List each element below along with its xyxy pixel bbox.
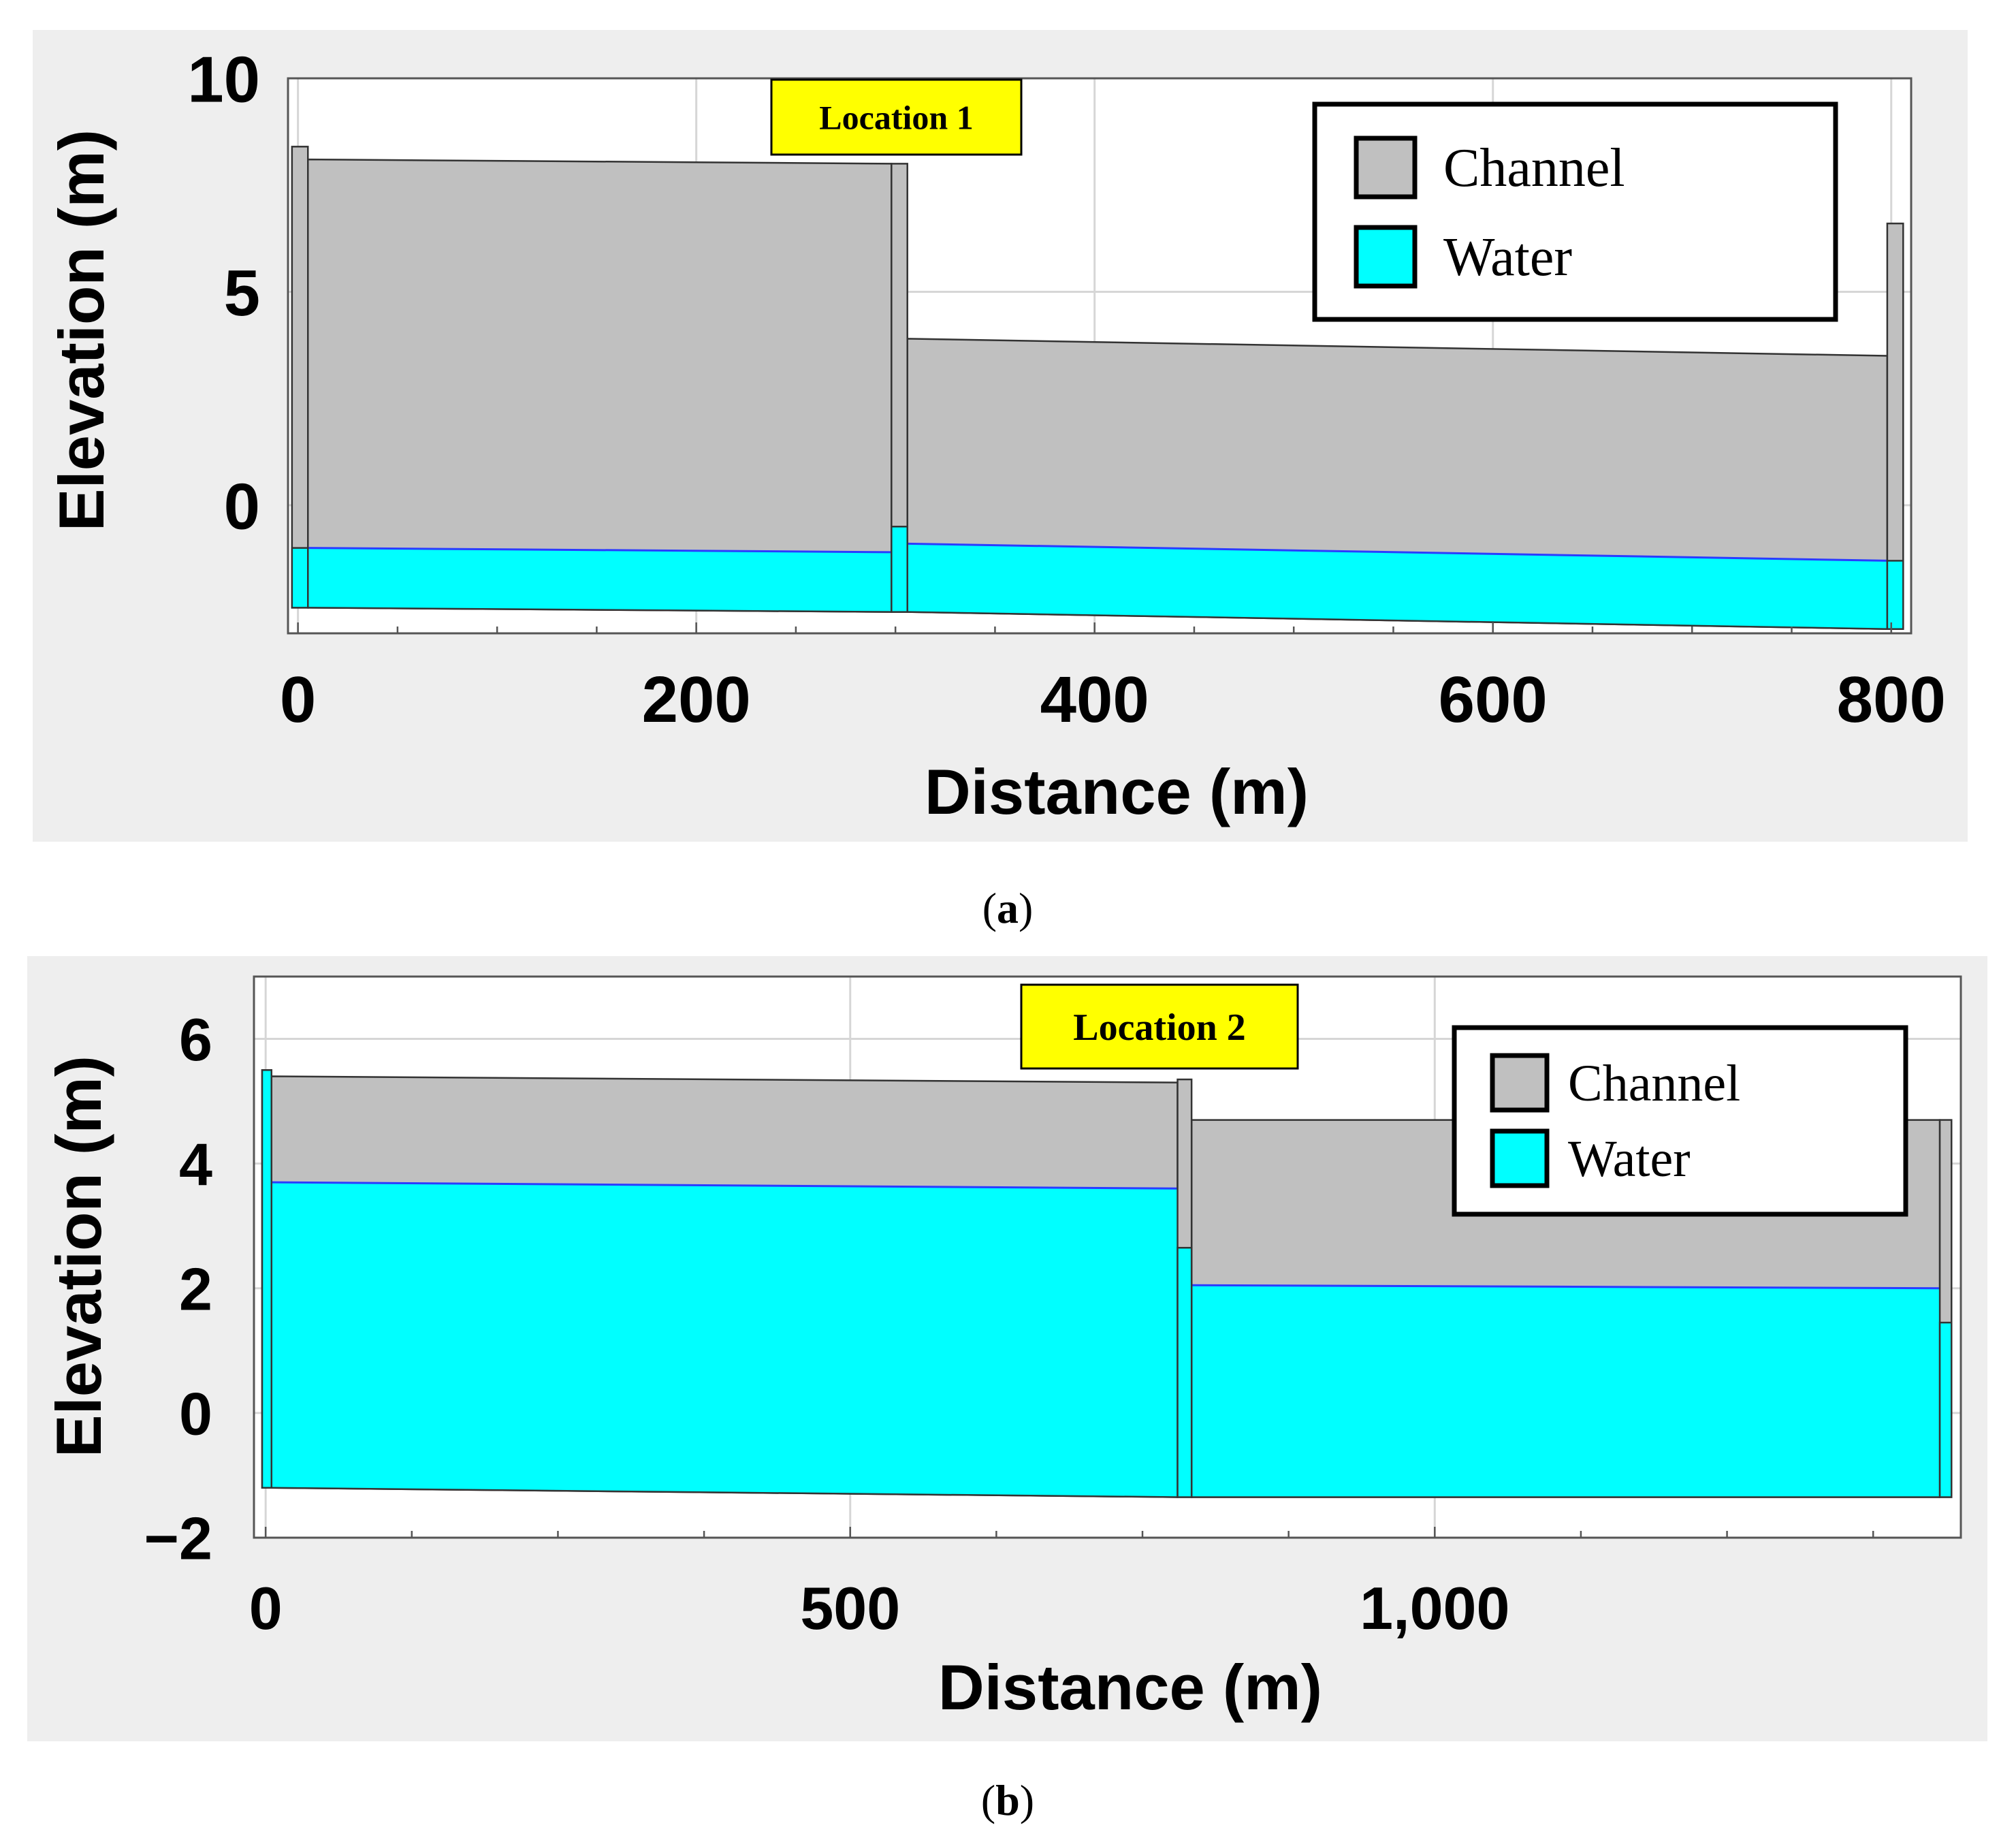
- water-surface-line: [271, 1181, 1178, 1190]
- location-annotation-box: [1020, 983, 1299, 1070]
- y-axis-title: Elevation (m): [43, 1056, 114, 1457]
- x-tick-label: 1,000: [1360, 1574, 1509, 1642]
- water-reach-2: [1191, 1285, 1940, 1498]
- x-tick-label: 600: [1439, 663, 1548, 736]
- node-column-1: [291, 146, 309, 609]
- channel-bed-line: [271, 1487, 1178, 1498]
- channel-bed-line: [907, 611, 1887, 630]
- legend-label-channel: Channel: [1443, 138, 1625, 198]
- legend-label-water: Water: [1568, 1130, 1691, 1188]
- panel-b: 0 500 1,000 −2 0 2 4 6 Distance (m) Elevation (m)…: [27, 956, 1987, 1824]
- node-water-1: [261, 1069, 273, 1489]
- legend-swatch-channel: [1354, 136, 1418, 200]
- y-tick-label: 10: [187, 44, 260, 116]
- location-annotation-box: [770, 78, 1023, 156]
- location-annotation: Location 2: [1073, 1007, 1246, 1049]
- x-tick-label: 400: [1040, 663, 1149, 736]
- node-water-2: [1177, 1247, 1193, 1498]
- legend-swatch-water: [1354, 225, 1418, 289]
- legend-label-channel: Channel: [1568, 1055, 1740, 1112]
- channel-reach-1: [307, 158, 893, 613]
- water-surface-line: [1191, 1284, 1940, 1290]
- legend-swatch-channel: [1490, 1053, 1550, 1113]
- x-axis-title: Distance (m): [925, 756, 1309, 827]
- panel-a: 0 200 400 600 800 0 5 10 Distance (m) Elevation (…: [33, 30, 1968, 932]
- channel-bed-line: [308, 607, 892, 613]
- y-tick-label: 5: [224, 257, 260, 330]
- node-water-3: [1886, 560, 1904, 630]
- legend-label-water: Water: [1443, 227, 1572, 287]
- legend-swatch-water: [1490, 1128, 1550, 1188]
- y-tick-label: 4: [179, 1130, 212, 1198]
- panel-caption: (a): [982, 884, 1034, 932]
- plot-frame: [253, 975, 1962, 1539]
- x-tick-label: 800: [1837, 663, 1946, 736]
- node-water-1: [291, 547, 309, 609]
- panel-caption: (b): [981, 1776, 1034, 1824]
- node-water-2: [891, 526, 908, 613]
- water-reach-1: [308, 548, 892, 612]
- x-tick-label: 200: [642, 663, 751, 736]
- caption-letter: a: [997, 884, 1019, 932]
- caption-paren-close: ): [1020, 1776, 1034, 1824]
- x-tick-label: 500: [800, 1574, 900, 1642]
- location-annotation: Location 1: [819, 99, 973, 137]
- caption-paren-open: (: [981, 1776, 995, 1824]
- node-water-3: [1938, 1321, 1953, 1498]
- caption-paren-close: ): [1019, 884, 1033, 932]
- x-axis-title: Distance (m): [938, 1651, 1322, 1723]
- water-reach-1: [271, 1182, 1178, 1498]
- y-tick-label: −2: [144, 1505, 212, 1572]
- water-surface-line: [907, 542, 1887, 562]
- caption-paren-open: (: [982, 884, 997, 932]
- y-tick-label: 6: [179, 1006, 212, 1073]
- x-tick-label: 0: [280, 663, 316, 736]
- caption-letter: b: [995, 1776, 1020, 1824]
- y-tick-label: 0: [179, 1380, 212, 1448]
- y-axis-title: Elevation (m): [46, 129, 117, 531]
- plot-frame: [287, 77, 1913, 635]
- water-surface-line: [308, 547, 892, 554]
- y-tick-label: 2: [179, 1255, 212, 1322]
- y-tick-label: 0: [224, 470, 260, 543]
- x-tick-label: 0: [249, 1574, 283, 1642]
- water-reach-2: [907, 543, 1887, 629]
